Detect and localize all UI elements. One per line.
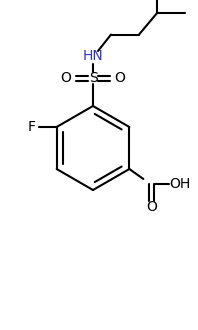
- Text: HN: HN: [83, 49, 103, 63]
- Text: O: O: [115, 71, 126, 85]
- Text: OH: OH: [170, 177, 191, 191]
- Text: O: O: [61, 71, 71, 85]
- Text: F: F: [28, 120, 36, 134]
- Text: O: O: [146, 200, 157, 214]
- Text: S: S: [89, 71, 97, 85]
